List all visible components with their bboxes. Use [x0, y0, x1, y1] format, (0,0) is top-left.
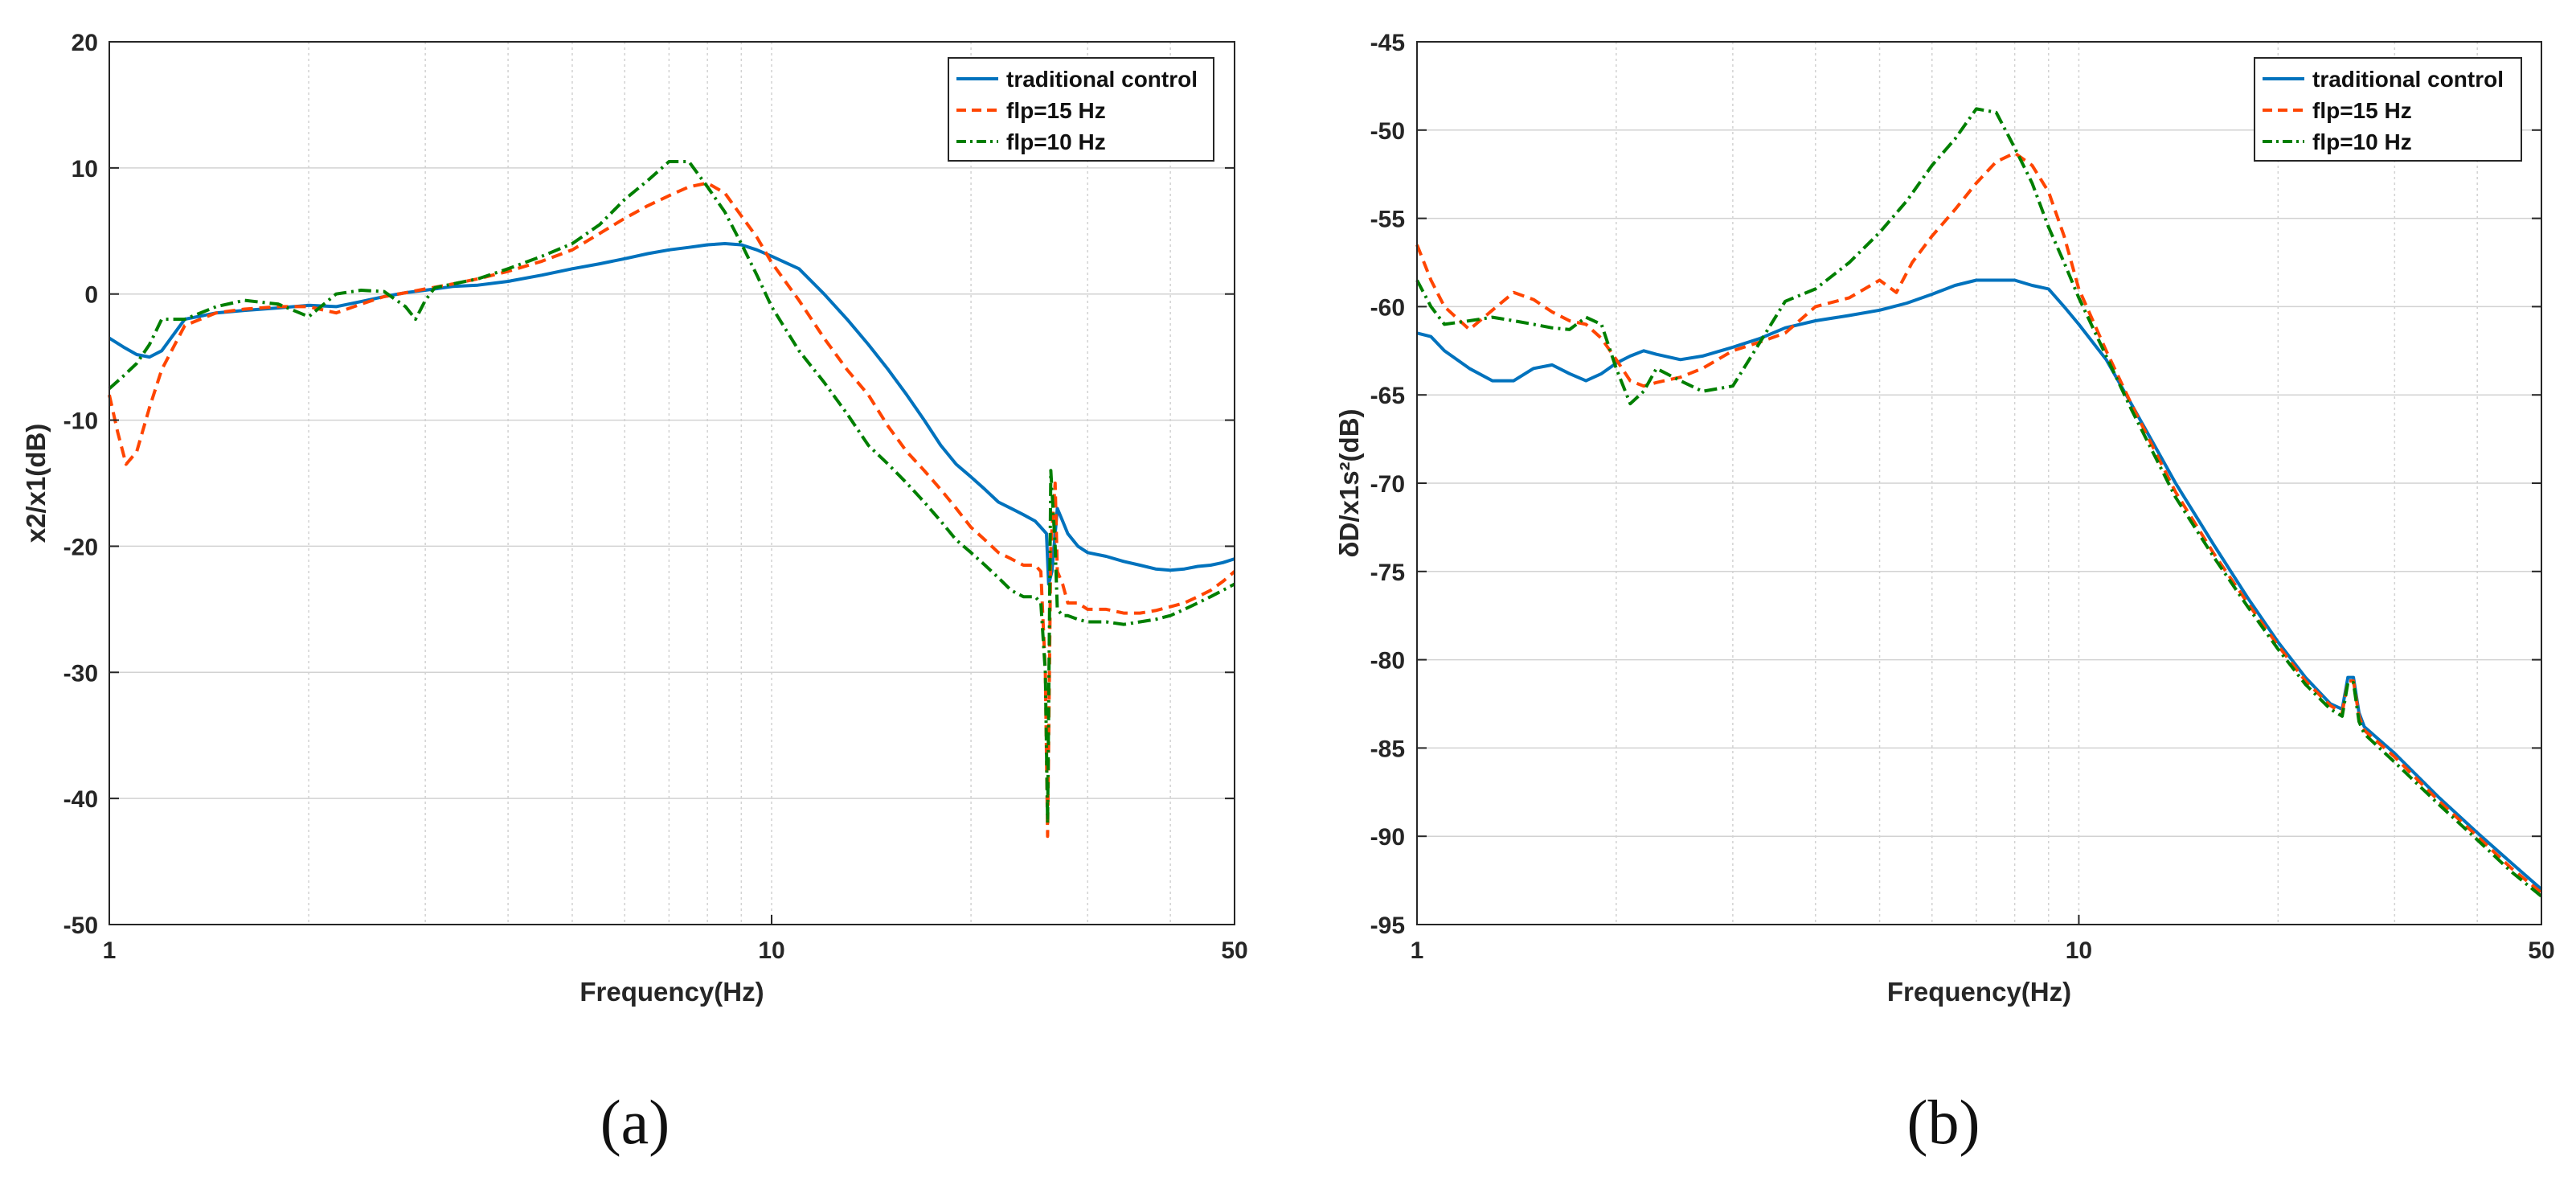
- y-tick-label: -50: [63, 912, 98, 939]
- y-axis-label: δD/x1s²(dB): [1334, 408, 1364, 557]
- x-tick-label: 10: [2066, 937, 2092, 964]
- plot-area: [109, 42, 1235, 925]
- x-axis-label: Frequency(Hz): [579, 977, 764, 1007]
- y-tick-label: -10: [63, 408, 98, 435]
- x-tick-label: 50: [1221, 937, 1247, 964]
- panel-a-chart: 20 10 0 -10 -20 -30 -40 -501 10 50 Frequency(Hz) x2…: [21, 30, 1248, 1157]
- y-tick-label: 20: [72, 30, 98, 56]
- axes-box: [109, 41, 1235, 925]
- legend-entry-label: flp=15 Hz: [1006, 98, 1106, 123]
- series-line-flp10: [1415, 107, 2543, 898]
- panel-label: (b): [1907, 1087, 1980, 1157]
- y-tick-label: -75: [1370, 560, 1405, 586]
- y-tick-label: 10: [72, 156, 98, 182]
- y-tick-label: -55: [1370, 207, 1405, 233]
- series-line-flp10: [108, 160, 1235, 826]
- legend-entry-label: traditional control: [2312, 67, 2504, 92]
- series-line-traditional-control: [108, 242, 1235, 586]
- series-line-flp15: [108, 181, 1236, 839]
- legend-entry-label: flp=10 Hz: [1006, 129, 1106, 154]
- y-tick-label: -90: [1370, 824, 1405, 851]
- x-tick-label: 10: [758, 937, 784, 964]
- y-tick-label: -65: [1370, 383, 1405, 409]
- y-tick-label: -50: [1370, 118, 1405, 145]
- legend-entry-label: traditional control: [1006, 67, 1198, 92]
- x-axis-label: Frequency(Hz): [1887, 977, 2071, 1007]
- x-tick-label: 50: [2528, 937, 2554, 964]
- series-line-flp15: [1415, 151, 2543, 895]
- y-tick-label: -45: [1370, 30, 1405, 56]
- y-tick-label: -20: [63, 534, 98, 560]
- y-tick-label: 0: [84, 282, 98, 309]
- y-tick-label: -80: [1370, 648, 1405, 675]
- x-tick-label: 1: [103, 937, 117, 964]
- panel-label: (a): [600, 1087, 670, 1157]
- y-tick-label: -60: [1370, 294, 1405, 321]
- legend-entry-label: flp=10 Hz: [2312, 129, 2412, 154]
- y-tick-label: -70: [1370, 471, 1405, 498]
- y-tick-label: -95: [1370, 912, 1405, 939]
- panel-b-chart: -45 -50 -55 -60 -65 -70 -75 -80 -85 -90 -951 10 50 Fr…: [1334, 30, 2555, 1157]
- y-tick-label: -85: [1370, 736, 1405, 762]
- legend-entry-label: flp=15 Hz: [2312, 98, 2412, 123]
- x-tick-label: 1: [1411, 937, 1424, 964]
- y-tick-label: -30: [63, 660, 98, 687]
- y-tick-label: -40: [63, 786, 98, 813]
- y-axis-label: x2/x1(dB): [21, 424, 51, 543]
